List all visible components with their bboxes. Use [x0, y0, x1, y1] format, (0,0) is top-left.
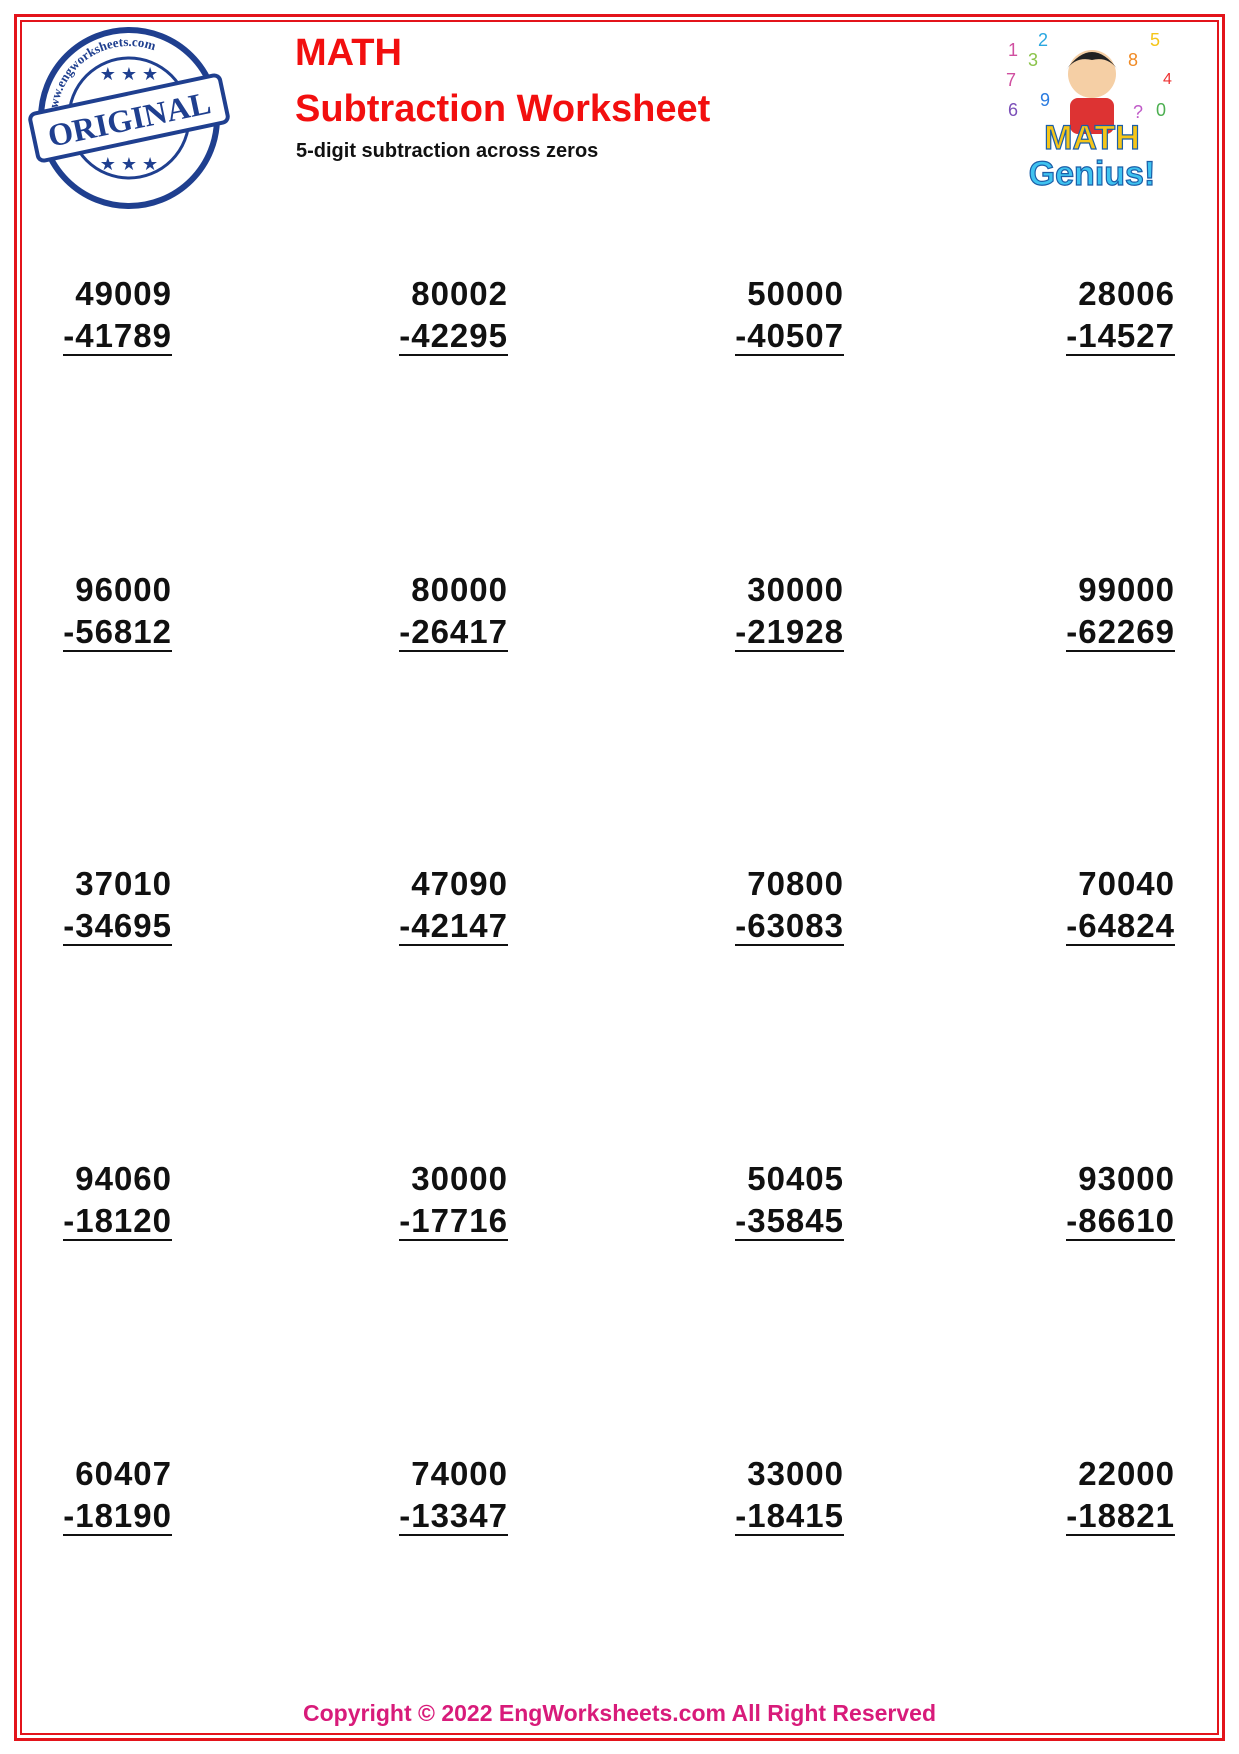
minuend: 28006: [1078, 275, 1175, 312]
subtraction-problem: 80002 -42295: [368, 273, 508, 357]
subtraction-problem: 93000 -86610: [1035, 1158, 1175, 1242]
minuend: 37010: [75, 865, 172, 902]
subtraction-problem: 33000 -18415: [704, 1453, 844, 1537]
subtraction-problem: 22000 -18821: [1035, 1453, 1175, 1537]
svg-text:6: 6: [1008, 100, 1018, 120]
subtrahend: -14527: [1066, 317, 1175, 356]
subtrahend: -13347: [399, 1497, 508, 1536]
svg-text:2: 2: [1038, 30, 1048, 50]
subtrahend: -35845: [735, 1202, 844, 1241]
subtrahend: -42295: [399, 317, 508, 356]
subtrahend: -42147: [399, 907, 508, 946]
svg-text:1: 1: [1008, 40, 1018, 60]
svg-text:9: 9: [1040, 90, 1050, 110]
svg-text:5: 5: [1150, 30, 1160, 50]
subtrahend: -34695: [63, 907, 172, 946]
subtrahend: -86610: [1066, 1202, 1175, 1241]
subtraction-problem: 80000 -26417: [368, 569, 508, 653]
svg-text:★ ★ ★: ★ ★ ★: [100, 64, 158, 84]
subtrahend: -18821: [1066, 1497, 1175, 1536]
svg-text:4: 4: [1163, 71, 1172, 88]
subtraction-problem: 30000 -17716: [368, 1158, 508, 1242]
subtraction-problem: 28006 -14527: [1035, 273, 1175, 357]
minuend: 49009: [75, 275, 172, 312]
minuend: 33000: [747, 1455, 844, 1492]
subtrahend: -26417: [399, 613, 508, 652]
subtrahend: -18415: [735, 1497, 844, 1536]
svg-text:8: 8: [1128, 50, 1138, 70]
subtraction-problem: 70040 -64824: [1035, 863, 1175, 947]
svg-text:7: 7: [1006, 70, 1016, 90]
subtrahend: -41789: [63, 317, 172, 356]
math-genius-logo-text: MATH Genius!: [1028, 119, 1156, 193]
subtraction-problem: 70800 -63083: [704, 863, 844, 947]
worksheet-subtitle: Subtraction Worksheet: [295, 88, 711, 130]
subtrahend: -18190: [63, 1497, 172, 1536]
subtraction-problem: 49009 -41789: [32, 273, 172, 357]
minuend: 80000: [411, 571, 508, 608]
subtrahend: -21928: [735, 613, 844, 652]
math-genius-logo: 1 2 3 7 6 9 8 5 4 ? 0: [1006, 30, 1172, 134]
minuend: 22000: [1078, 1455, 1175, 1492]
subtraction-problem: 30000 -21928: [704, 569, 844, 653]
page-border-inner: [20, 20, 1219, 1735]
subtrahend: -17716: [399, 1202, 508, 1241]
subtraction-problem: 50000 -40507: [704, 273, 844, 357]
subtrahend: -40507: [735, 317, 844, 356]
minuend: 50405: [747, 1160, 844, 1197]
subtraction-problem: 60407 -18190: [32, 1453, 172, 1537]
minuend: 80002: [411, 275, 508, 312]
minuend: 50000: [747, 275, 844, 312]
subtrahend: -62269: [1066, 613, 1175, 652]
minuend: 96000: [75, 571, 172, 608]
svg-text:★ ★ ★: ★ ★ ★: [100, 154, 158, 174]
minuend: 30000: [747, 571, 844, 608]
subtrahend: -63083: [735, 907, 844, 946]
subtraction-problem: 47090 -42147: [368, 863, 508, 947]
copyright-footer: Copyright © 2022 EngWorksheets.com All R…: [303, 1700, 936, 1726]
minuend: 47090: [411, 865, 508, 902]
minuend: 70040: [1078, 865, 1175, 902]
subtrahend: -18120: [63, 1202, 172, 1241]
subtraction-problem: 94060 -18120: [32, 1158, 172, 1242]
minuend: 30000: [411, 1160, 508, 1197]
minuend: 93000: [1078, 1160, 1175, 1197]
worksheet-description: 5-digit subtraction across zeros: [296, 140, 599, 162]
svg-text:0: 0: [1156, 100, 1166, 120]
subtrahend: -64824: [1066, 907, 1175, 946]
subtraction-problem: 37010 -34695: [32, 863, 172, 947]
svg-text:3: 3: [1028, 50, 1038, 70]
svg-text:?: ?: [1133, 102, 1143, 122]
subtraction-problem: 74000 -13347: [368, 1453, 508, 1537]
page-border-outer: [14, 14, 1225, 1741]
subtraction-problem: 50405 -35845: [704, 1158, 844, 1242]
subtrahend: -56812: [63, 613, 172, 652]
minuend: 99000: [1078, 571, 1175, 608]
original-stamp-logo: www.engworksheets.com ★ ★ ★ ★ ★ ★ ORIGIN…: [28, 27, 230, 209]
minuend: 70800: [747, 865, 844, 902]
minuend: 60407: [75, 1455, 172, 1492]
minuend: 94060: [75, 1160, 172, 1197]
subtraction-problem: 96000 -56812: [32, 569, 172, 653]
subtraction-problem: 99000 -62269: [1035, 569, 1175, 653]
worksheet-title: MATH: [295, 32, 402, 74]
minuend: 74000: [411, 1455, 508, 1492]
